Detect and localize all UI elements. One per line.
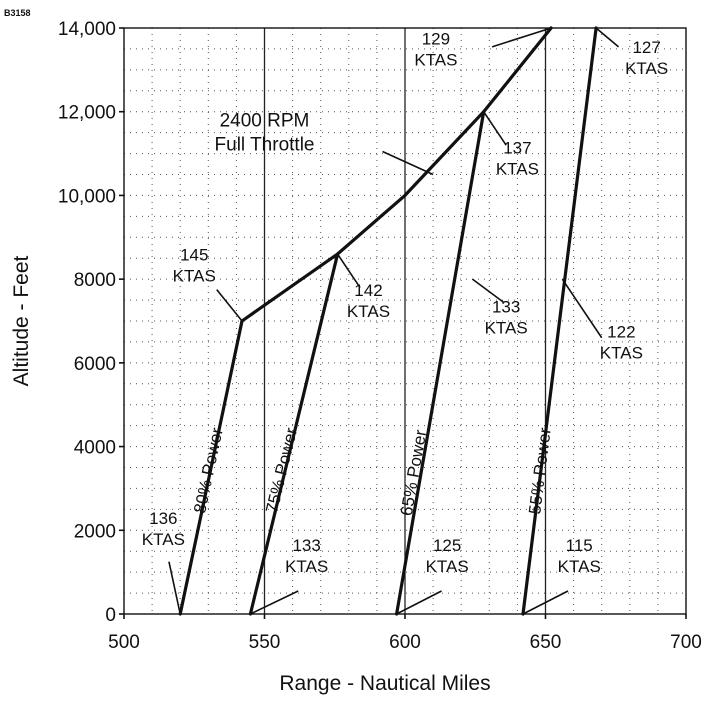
annotation-text-k136: KTAS xyxy=(142,530,185,549)
x-axis-title: Range - Nautical Miles xyxy=(279,672,490,695)
grid xyxy=(124,28,686,614)
y-tick-labels: 0 2000 4000 6000 8000 10,000 12,000 14,000 xyxy=(58,19,124,626)
annotation-text-rpm: Full Throttle xyxy=(215,134,315,155)
annotation-leader-k133l xyxy=(250,590,299,615)
annotation-leader-k142 xyxy=(336,253,361,288)
annotation-text-k129: KTAS xyxy=(414,51,457,70)
annotation-text-k133h: 133 xyxy=(492,298,520,317)
x-tick-label: 650 xyxy=(530,632,562,653)
annotation-leader-k145 xyxy=(216,289,243,322)
annotation-leader-k137 xyxy=(483,111,507,146)
annotation-text-k136: 136 xyxy=(149,509,177,528)
annotation-leader-k129 xyxy=(491,27,552,48)
x-tick-label: 600 xyxy=(389,632,421,653)
annotation-leader-k136 xyxy=(168,561,181,615)
y-tick-label: 12,000 xyxy=(58,103,116,124)
annotation-text-k142: KTAS xyxy=(347,302,390,321)
annotation-text-k127: 127 xyxy=(632,38,660,57)
y-tick-label: 0 xyxy=(105,605,116,626)
series-line-65-power xyxy=(395,110,486,616)
annotation-leader-k122 xyxy=(561,278,603,339)
power-line-labels: 80% Power 75% Power 65% Power 55% Power xyxy=(190,426,555,518)
annotation-text-k125: 125 xyxy=(433,536,461,555)
annotation-text-k122: 122 xyxy=(607,323,635,342)
y-tick-label: 8000 xyxy=(74,270,116,291)
series-line-55-power xyxy=(521,26,598,616)
x-tick-labels: 500 550 600 650 700 xyxy=(108,614,702,653)
annotation-text-rpm: 2400 RPM xyxy=(220,110,310,131)
annotation-text-k127: KTAS xyxy=(625,59,668,78)
y-axis-title: Altitude - Feet xyxy=(10,255,33,386)
annotation-text-k115: 115 xyxy=(566,536,593,555)
annotation-leader-k125 xyxy=(396,590,442,615)
annotation-text-k145: 145 xyxy=(180,245,208,264)
annotation-text-k137: 137 xyxy=(503,139,531,158)
series-line-2400-rpm-full-throttle xyxy=(240,26,553,323)
figure-id: B3158 xyxy=(4,8,31,18)
annotation-text-k145: KTAS xyxy=(173,266,216,285)
power-label-p80: 80% Power xyxy=(190,426,227,515)
annotation-text-k133l: 133 xyxy=(292,536,320,555)
annotation-text-k115: KTAS xyxy=(558,557,601,576)
annotation-text-k125: KTAS xyxy=(426,557,469,576)
y-tick-label: 4000 xyxy=(74,438,116,459)
annotation-text-k133l: KTAS xyxy=(285,557,328,576)
series-line-75-power xyxy=(248,252,340,616)
annotations: 2400 RPM Full Throttle 129 KTAS 127 KTAS 137 KT… xyxy=(142,30,668,576)
y-tick-label: 6000 xyxy=(74,354,116,375)
x-tick-label: 500 xyxy=(108,632,140,653)
power-label-p75: 75% Power xyxy=(262,426,301,515)
y-tick-label: 10,000 xyxy=(58,186,116,207)
series-line-80-power xyxy=(178,319,244,616)
annotation-leader-k133h xyxy=(471,278,504,303)
annotation-text-k129: 129 xyxy=(422,30,450,49)
power-label-p55: 55% Power xyxy=(525,426,555,515)
y-tick-label: 2000 xyxy=(74,521,116,542)
annotation-text-k137: KTAS xyxy=(496,160,539,179)
annotation-leader-k127 xyxy=(595,27,620,48)
series-lines xyxy=(178,26,598,616)
annotation-text-k122: KTAS xyxy=(600,344,643,363)
annotation-leader-k115 xyxy=(522,590,569,615)
annotation-leader-rpm xyxy=(382,150,434,176)
y-tick-label: 14,000 xyxy=(58,19,116,40)
x-tick-label: 700 xyxy=(670,632,702,653)
x-tick-label: 550 xyxy=(249,632,281,653)
annotation-text-k133h: KTAS xyxy=(485,319,528,338)
annotation-text-k142: 142 xyxy=(354,281,382,300)
power-label-p65: 65% Power xyxy=(397,428,431,517)
annotation-leaders xyxy=(168,27,620,615)
